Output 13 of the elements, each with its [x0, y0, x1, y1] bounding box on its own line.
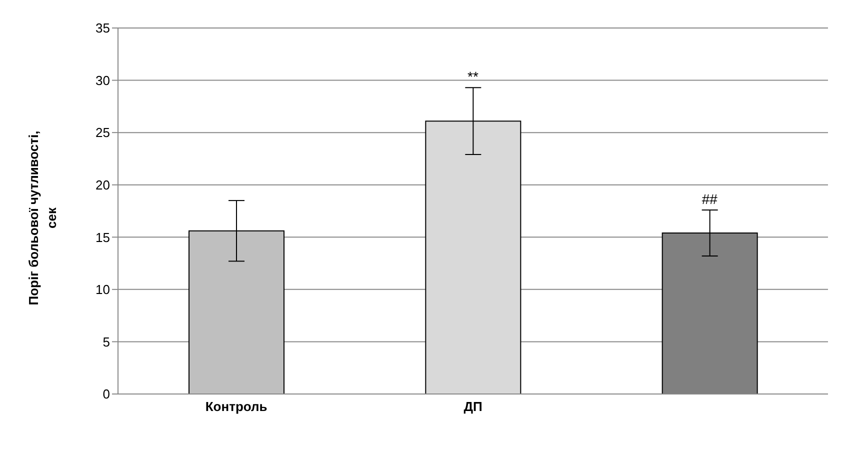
annotation: ## — [702, 190, 718, 207]
x-tick-label: ДП — [464, 399, 482, 414]
y-tick-label: 35 — [96, 20, 110, 36]
y-tick-label: 5 — [102, 334, 110, 350]
y-axis-title: Поріг больової чутливості, сек — [26, 130, 59, 306]
x-tick-label: Контроль — [205, 399, 268, 414]
y-tick-label: 0 — [102, 386, 110, 402]
annotation: ** — [468, 68, 479, 85]
y-tick-label: 20 — [96, 177, 110, 192]
y-tick-label: 30 — [96, 72, 110, 88]
y-tick-label: 10 — [96, 282, 110, 298]
y-tick-label: 15 — [96, 230, 110, 245]
y-tick-label: 25 — [96, 125, 110, 140]
